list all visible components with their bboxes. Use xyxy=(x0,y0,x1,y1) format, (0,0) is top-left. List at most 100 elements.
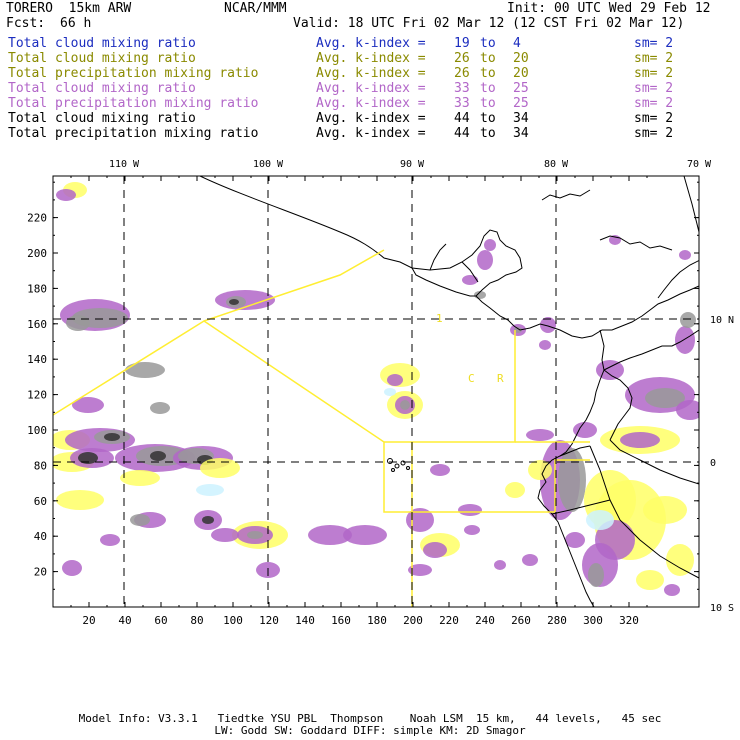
latitude-label: 0 xyxy=(710,458,716,469)
legend-kindex-to-word: to xyxy=(480,96,496,111)
y-tick-label: 20 xyxy=(34,566,47,579)
x-tick-label: 300 xyxy=(583,614,603,627)
legend-smoothing: sm= 2 xyxy=(634,126,674,141)
x-tick-label: 160 xyxy=(331,614,351,627)
cloud-blob xyxy=(505,482,525,498)
cloud-blob xyxy=(680,312,696,328)
x-tick-label: 260 xyxy=(511,614,531,627)
cloud-blob xyxy=(400,400,410,410)
cloud-blob xyxy=(484,239,496,251)
cloud-blob xyxy=(514,327,522,333)
cloud-blob xyxy=(343,525,387,545)
legend-row: Total cloud mixing ratio Avg. k-index = 26… xyxy=(8,51,728,66)
legend-field-name: Total cloud mixing ratio xyxy=(8,111,196,126)
cloud-blob xyxy=(211,528,239,542)
legend-kindex-to-word: to xyxy=(480,51,496,66)
legend-kindex-to-word: to xyxy=(480,36,496,51)
legend-kindex-to-word: to xyxy=(480,111,496,126)
x-tick-label: 180 xyxy=(367,614,387,627)
cloud-blob xyxy=(150,402,170,414)
cloud-blob xyxy=(406,508,434,532)
y-tick-label: 100 xyxy=(27,424,47,437)
cloud-blob xyxy=(462,275,478,285)
latitude-label: 10 N xyxy=(710,315,734,326)
x-tick-label: 60 xyxy=(154,614,167,627)
coastline xyxy=(199,176,699,607)
legend-field-name: Total cloud mixing ratio xyxy=(8,81,196,96)
legend-kindex-label: Avg. k-index = xyxy=(316,96,426,111)
legend-kindex-to: 4 xyxy=(513,36,521,51)
cloud-blob xyxy=(120,470,160,486)
legend-row: Total cloud mixing ratio Avg. k-index = 44… xyxy=(8,111,728,126)
legend-field-name: Total cloud mixing ratio xyxy=(8,36,196,51)
cloud-blob xyxy=(573,422,597,438)
init-time: Init: 00 UTC Wed 29 Feb 12 xyxy=(507,1,711,16)
legend-kindex-to-word: to xyxy=(480,126,496,141)
cloud-blob xyxy=(387,374,403,386)
legend-smoothing: sm= 2 xyxy=(634,36,674,51)
x-tick-label: 220 xyxy=(439,614,459,627)
model-info-line2: LW: Godd SW: Goddard DIFF: simple KM: 2D… xyxy=(214,724,526,737)
cloud-blob xyxy=(430,464,450,476)
cloud-blob xyxy=(247,531,263,539)
cloud-blob xyxy=(464,525,480,535)
org-label: NCAR/MMM xyxy=(224,1,287,16)
cloud-blob xyxy=(196,484,224,496)
legend-kindex-label: Avg. k-index = xyxy=(316,111,426,126)
forecast-label: Fcst: xyxy=(6,16,46,31)
forecast-hour: 66 h xyxy=(60,16,92,31)
legend-field-name: Total precipitation mixing ratio xyxy=(8,66,259,81)
cloud-blob xyxy=(66,315,90,331)
cloud-blob xyxy=(645,388,685,408)
cloud-blob xyxy=(679,250,691,260)
cloud-blob xyxy=(539,340,551,350)
valid-time: Valid: 18 UTC Fri 02 Mar 12 (12 CST Fri … xyxy=(293,16,685,31)
x-tick-label: 120 xyxy=(259,614,279,627)
galapagos-islands xyxy=(387,458,410,472)
x-tick-label: 20 xyxy=(82,614,95,627)
legend-smoothing: sm= 2 xyxy=(634,81,674,96)
map-frame xyxy=(52,175,700,608)
x-tick-label: 40 xyxy=(118,614,131,627)
legend-field-name: Total precipitation mixing ratio xyxy=(8,96,259,111)
x-tick-label: 100 xyxy=(223,614,243,627)
cloud-blob xyxy=(130,514,150,526)
legend-kindex-to: 34 xyxy=(513,111,529,126)
legend-kindex-to: 25 xyxy=(513,96,529,111)
y-tick-label: 60 xyxy=(34,495,47,508)
legend-kindex-from: 33 xyxy=(454,96,470,111)
cloud-blob xyxy=(558,448,586,512)
y-tick-label: 120 xyxy=(27,389,47,402)
y-tick-label: 160 xyxy=(27,318,47,331)
x-tick-label: 320 xyxy=(619,614,639,627)
cloud-blob xyxy=(477,250,493,270)
legend-kindex-from: 44 xyxy=(454,126,470,141)
legend-kindex-label: Avg. k-index = xyxy=(316,66,426,81)
cloud-blob xyxy=(526,429,554,441)
cloud-blob xyxy=(200,458,240,478)
cloud-blob xyxy=(150,451,166,461)
axis-ticks xyxy=(53,176,699,607)
legend-field-name: Total precipitation mixing ratio xyxy=(8,126,259,141)
legend-kindex-label: Avg. k-index = xyxy=(316,81,426,96)
y-tick-label: 40 xyxy=(34,530,47,543)
legend-field-name: Total cloud mixing ratio xyxy=(8,51,196,66)
cloud-blob xyxy=(423,542,447,558)
legend-kindex-from: 44 xyxy=(454,111,470,126)
cloud-blob xyxy=(104,433,120,441)
y-tick-label: 140 xyxy=(27,353,47,366)
region-outlines xyxy=(53,249,590,607)
legend-row: Total cloud mixing ratio Avg. k-index = 19… xyxy=(8,36,728,51)
longitude-label: 70 W xyxy=(687,159,712,170)
longitude-label: 80 W xyxy=(544,159,569,170)
longitude-label: 110 W xyxy=(109,159,140,170)
cloud-field-layer xyxy=(53,182,699,596)
y-tick-label: 220 xyxy=(27,212,47,225)
longitude-label: 100 W xyxy=(253,159,284,170)
legend-kindex-from: 33 xyxy=(454,81,470,96)
region-letter: R xyxy=(497,372,504,385)
x-tick-label: 140 xyxy=(295,614,315,627)
cloud-blob xyxy=(458,504,482,516)
cloud-blob xyxy=(62,560,82,576)
legend-kindex-to-word: to xyxy=(480,81,496,96)
